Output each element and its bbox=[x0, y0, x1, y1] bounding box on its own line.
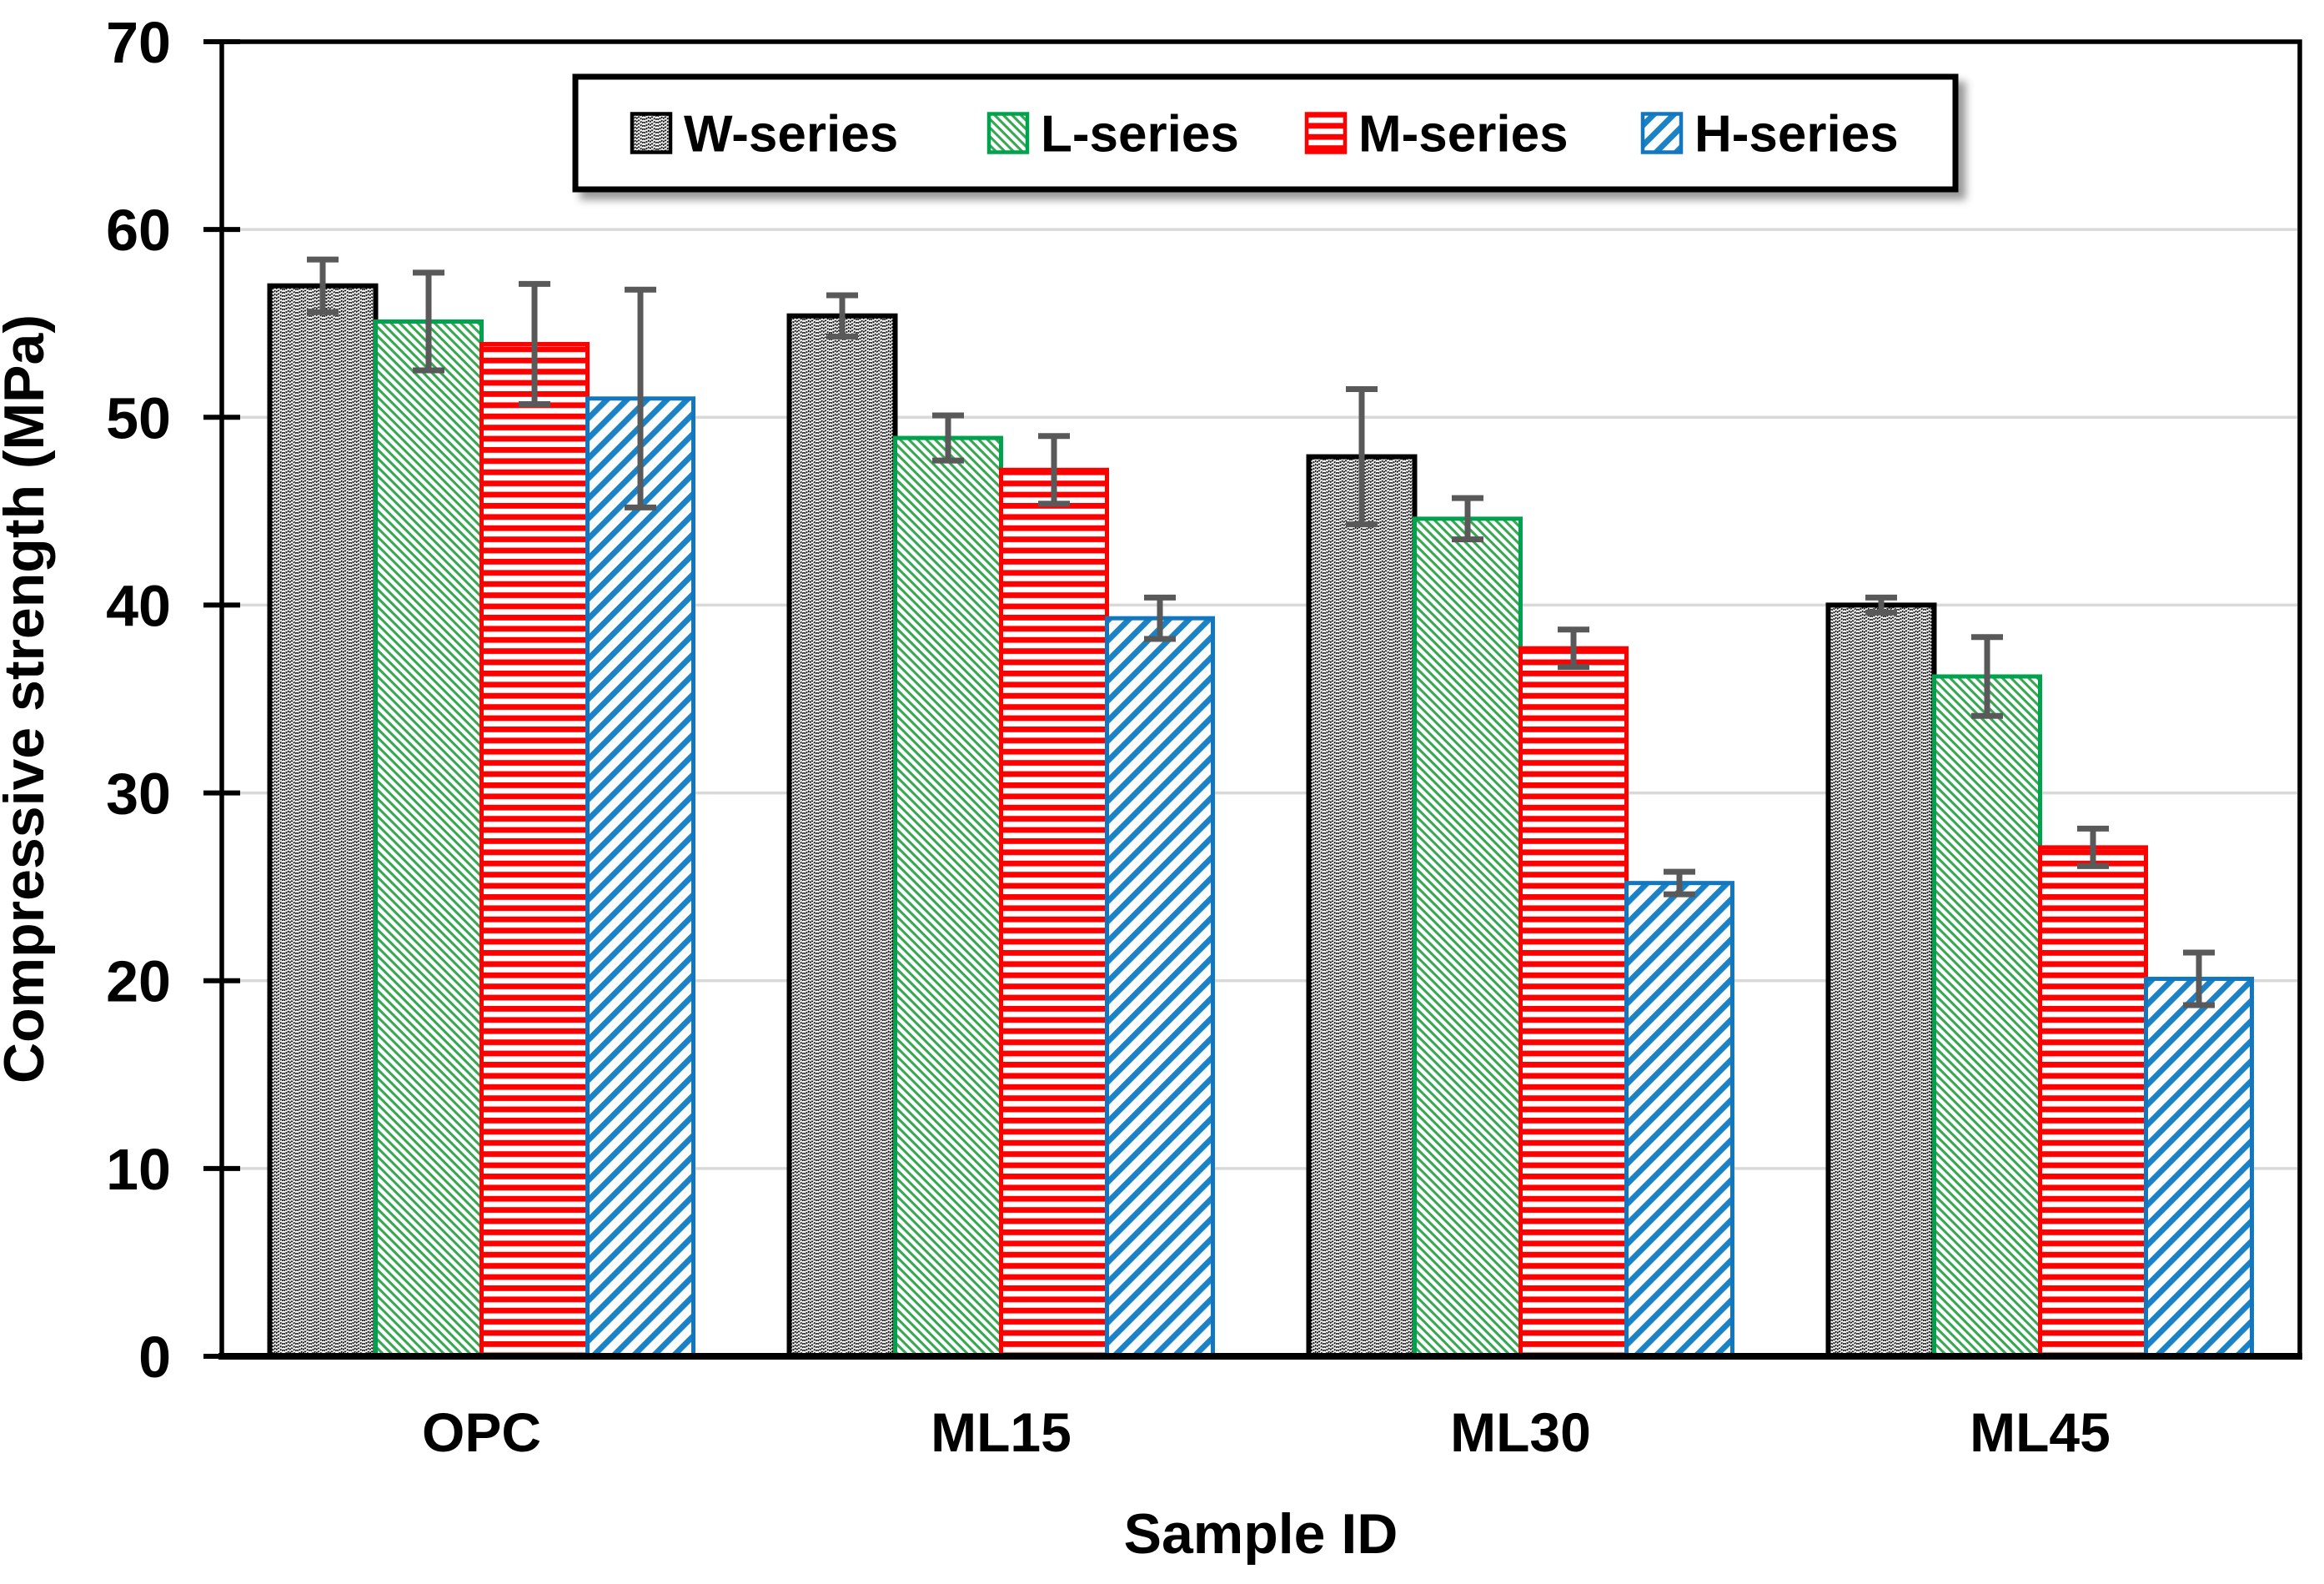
error-bar-h-series-ml15 bbox=[1144, 594, 1176, 642]
legend-label-h-series: H-series bbox=[1694, 106, 1899, 163]
y-tick-label-30: 30 bbox=[106, 762, 171, 827]
error-bar-l-series-opc bbox=[413, 269, 444, 374]
y-tick-label-40: 40 bbox=[106, 573, 171, 638]
bar-l-series-ml15 bbox=[893, 435, 1003, 1359]
error-bar-w-series-opc bbox=[307, 256, 339, 315]
error-bar-h-series-ml45 bbox=[2183, 949, 2215, 1008]
bar-m-series-ml15 bbox=[999, 467, 1109, 1359]
bar-l-series-opc bbox=[374, 319, 484, 1359]
bar-w-series-ml30 bbox=[1306, 454, 1418, 1360]
legend-label-l-series: L-series bbox=[1041, 106, 1239, 163]
bar-m-series-ml30 bbox=[1518, 646, 1629, 1359]
error-bar-m-series-ml15 bbox=[1038, 433, 1070, 507]
bar-w-series-ml45 bbox=[1825, 602, 1937, 1359]
error-bar-l-series-ml15 bbox=[932, 412, 964, 464]
bar-h-series-opc bbox=[585, 396, 695, 1359]
error-bar-h-series-ml30 bbox=[1664, 868, 1695, 898]
legend-swatch-m-series bbox=[1304, 112, 1348, 154]
bar-m-series-ml45 bbox=[2038, 845, 2148, 1359]
x-category-label-ml30: ML30 bbox=[1450, 1401, 1591, 1463]
error-bar-m-series-ml30 bbox=[1558, 626, 1589, 671]
bar-m-series-opc bbox=[479, 341, 590, 1359]
x-axis-title: Sample ID bbox=[1124, 1502, 1398, 1566]
error-bar-w-series-ml30 bbox=[1346, 386, 1378, 528]
x-category-label-opc: OPC bbox=[422, 1401, 541, 1463]
bar-h-series-ml45 bbox=[2144, 976, 2254, 1359]
y-tick-label-10: 10 bbox=[106, 1137, 171, 1202]
error-bar-w-series-ml15 bbox=[826, 292, 858, 339]
y-tick-label-50: 50 bbox=[106, 385, 171, 450]
y-axis-title: Compressive strength (MPa) bbox=[0, 314, 56, 1084]
legend-swatch-h-series bbox=[1640, 112, 1684, 154]
legend-label-m-series: M-series bbox=[1358, 106, 1569, 163]
y-tick-label-70: 70 bbox=[106, 10, 171, 75]
bar-w-series-ml15 bbox=[786, 313, 898, 1359]
bar-l-series-ml30 bbox=[1413, 516, 1523, 1359]
bar-h-series-ml15 bbox=[1105, 616, 1215, 1359]
legend-box bbox=[572, 73, 1959, 193]
error-bar-l-series-ml30 bbox=[1452, 495, 1483, 543]
error-bar-m-series-opc bbox=[519, 280, 550, 408]
chart-render-root: 0 10 20 30 40 50 60 70 OPC ML15 ML30 ML45 W-series L-… bbox=[106, 10, 2302, 1463]
legend-swatch-l-series bbox=[986, 112, 1030, 154]
error-bar-m-series-ml45 bbox=[2077, 825, 2109, 869]
legend-label-w-series: W-series bbox=[684, 106, 898, 163]
error-bar-w-series-ml45 bbox=[1865, 594, 1897, 616]
error-bar-l-series-ml45 bbox=[1971, 634, 2003, 719]
error-bar-h-series-opc bbox=[625, 286, 656, 510]
y-tick-label-0: 0 bbox=[138, 1325, 171, 1390]
bar-l-series-ml45 bbox=[1932, 674, 2042, 1359]
x-category-label-ml45: ML45 bbox=[1970, 1401, 2111, 1463]
y-tick-label-20: 20 bbox=[106, 949, 171, 1014]
y-tick-label-60: 60 bbox=[106, 198, 171, 263]
bar-w-series-opc bbox=[267, 283, 379, 1360]
legend-swatch-w-series bbox=[630, 112, 673, 154]
bar-h-series-ml30 bbox=[1624, 881, 1734, 1359]
x-category-label-ml15: ML15 bbox=[931, 1401, 1072, 1463]
